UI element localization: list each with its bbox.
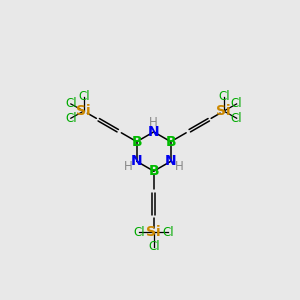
Text: Cl: Cl bbox=[65, 98, 77, 110]
Text: Cl: Cl bbox=[218, 90, 230, 103]
Text: H: H bbox=[175, 160, 184, 173]
Text: N: N bbox=[148, 125, 160, 139]
Text: Si: Si bbox=[76, 104, 91, 118]
Text: Cl: Cl bbox=[78, 90, 89, 103]
Text: H: H bbox=[149, 116, 158, 129]
Text: B: B bbox=[148, 164, 159, 178]
Text: N: N bbox=[165, 154, 177, 168]
Text: Cl: Cl bbox=[231, 112, 242, 125]
Text: H: H bbox=[124, 160, 133, 173]
Text: Cl: Cl bbox=[134, 226, 145, 239]
Text: Cl: Cl bbox=[162, 226, 174, 239]
Text: N: N bbox=[131, 154, 142, 168]
Text: Cl: Cl bbox=[65, 112, 77, 125]
Text: B: B bbox=[165, 135, 176, 149]
Text: Si: Si bbox=[146, 225, 161, 239]
Text: Si: Si bbox=[217, 104, 231, 118]
Text: Cl: Cl bbox=[231, 98, 242, 110]
Text: B: B bbox=[131, 135, 142, 149]
Text: Cl: Cl bbox=[148, 240, 160, 253]
